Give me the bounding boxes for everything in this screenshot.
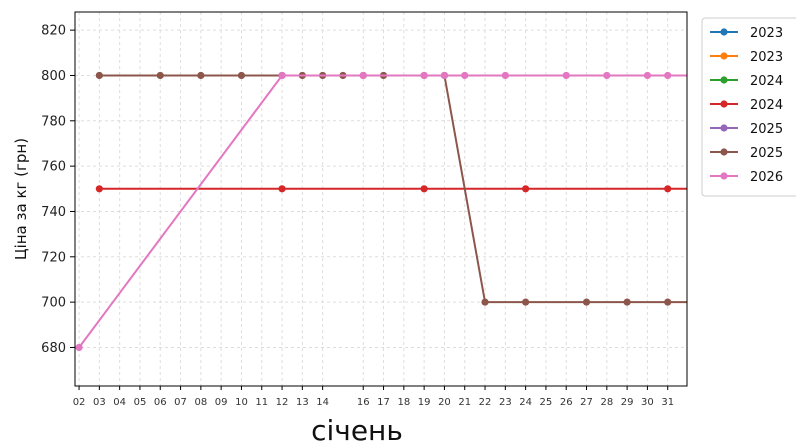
data-point <box>278 71 286 80</box>
x-tick-label: 25 <box>540 397 553 408</box>
x-tick-label: 21 <box>458 397 471 408</box>
legend-item: 2026 <box>710 170 783 185</box>
data-point <box>664 298 672 306</box>
legend-item: 2023 <box>710 26 783 41</box>
data-point <box>75 343 83 352</box>
x-tick-label: 07 <box>174 397 187 408</box>
legend-swatch-marker <box>720 100 728 108</box>
x-tick-label: 26 <box>560 397 573 408</box>
x-tick-label: 10 <box>235 397 248 408</box>
x-tick-label: 08 <box>194 397 207 408</box>
plot-frame <box>74 11 688 387</box>
legend-swatch-marker <box>720 124 728 132</box>
x-tick-label: 28 <box>600 397 613 408</box>
x-tick-label: 27 <box>580 397 593 408</box>
legend-swatch-marker <box>720 52 728 60</box>
data-point <box>664 71 672 80</box>
legend-item: 2024 <box>710 74 783 89</box>
data-point <box>522 298 530 306</box>
x-tick-label: 17 <box>377 397 390 408</box>
x-tick-label: 06 <box>154 397 167 408</box>
y-tick-label: 760 <box>41 160 66 175</box>
legend-item: 2025 <box>710 122 783 137</box>
x-tick-label: 11 <box>255 397 268 408</box>
legend-swatch-marker <box>720 28 728 36</box>
y-tick-label: 720 <box>41 250 66 265</box>
x-tick-label: 30 <box>641 397 654 408</box>
y-tick-label: 680 <box>41 341 66 356</box>
y-tick-label: 800 <box>41 69 66 84</box>
y-tick-label: 740 <box>41 205 66 220</box>
x-tick-label: 19 <box>418 397 431 408</box>
series-2024-3 <box>95 185 687 193</box>
data-point <box>582 298 591 306</box>
legend-swatch-marker <box>720 148 728 156</box>
legend-item: 2025 <box>710 146 783 161</box>
legend-label: 2023 <box>750 50 783 65</box>
x-tick-label: 05 <box>134 397 147 408</box>
x-tick-label: 24 <box>519 397 532 408</box>
data-point <box>359 71 367 80</box>
data-point <box>237 71 246 80</box>
y-tick-label: 780 <box>41 114 66 129</box>
legend-swatch-marker <box>720 172 728 180</box>
data-point <box>95 71 103 80</box>
x-tick-label: 04 <box>113 397 126 408</box>
x-tick-label: 29 <box>621 397 634 408</box>
y-tick-label: 820 <box>41 24 66 39</box>
y-tick-label: 700 <box>41 296 66 311</box>
legend-label: 2023 <box>750 26 783 41</box>
data-point <box>603 71 611 80</box>
data-point <box>481 298 489 306</box>
x-tick-label: 20 <box>438 397 451 408</box>
x-tick-label: 14 <box>316 397 329 408</box>
series-2026-6 <box>75 71 687 352</box>
x-tick-label: 18 <box>397 397 410 408</box>
y-axis-label: Ціна за кг (грн) <box>12 138 30 260</box>
legend-label: 2024 <box>750 74 783 89</box>
x-tick-label: 02 <box>73 397 86 408</box>
x-tick-label: 12 <box>276 397 289 408</box>
data-point <box>562 71 570 80</box>
data-point <box>623 298 631 306</box>
x-tick-label: 13 <box>296 397 309 408</box>
x-ticks: 02 03 04 05 06 07 08 09 10 11 12 13 14 16 17 18 19 20 21 22… <box>73 386 674 408</box>
data-point <box>420 185 428 193</box>
data-point <box>643 71 652 80</box>
data-point <box>440 71 449 80</box>
data-point <box>197 71 205 80</box>
data-point <box>501 71 509 80</box>
data-point <box>95 185 103 193</box>
data-point <box>522 185 530 193</box>
legend-item: 2024 <box>710 98 783 113</box>
data-point <box>461 71 469 80</box>
legend-item: 2023 <box>710 50 783 65</box>
grid <box>75 12 687 386</box>
legend: 2023 2023 2024 2024 2025 2025 2026 <box>701 17 796 197</box>
legend-label: 2025 <box>750 146 783 161</box>
legend-label: 2024 <box>750 98 783 113</box>
x-tick-label: 16 <box>357 397 370 408</box>
data-point <box>278 185 286 193</box>
x-tick-label: 03 <box>93 397 106 408</box>
x-tick-label: 31 <box>661 397 674 408</box>
legend-label: 2025 <box>750 122 783 137</box>
series-layer <box>75 71 687 352</box>
data-point <box>664 185 672 193</box>
x-tick-label: 22 <box>479 397 492 408</box>
data-point <box>156 71 164 80</box>
legend-swatch-marker <box>720 76 728 84</box>
x-tick-label: 23 <box>499 397 512 408</box>
data-point <box>420 71 428 80</box>
legend-label: 2026 <box>750 170 783 185</box>
x-tick-label: 09 <box>215 397 228 408</box>
x-axis-label: січень <box>311 414 403 442</box>
y-ticks: 680 700 720 740 760 780 800 820 <box>41 24 75 356</box>
